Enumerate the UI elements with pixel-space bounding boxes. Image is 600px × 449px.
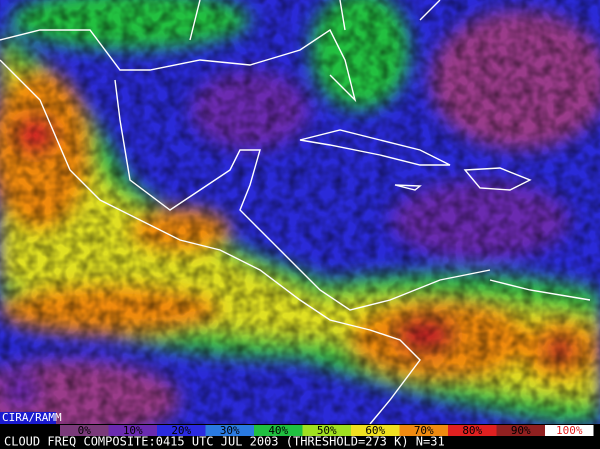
legend-label: 100% [556, 424, 583, 437]
legend-label: 20% [171, 424, 191, 437]
imagery [0, 0, 600, 440]
coastlines [0, 0, 591, 425]
legend-label: 50% [317, 424, 337, 437]
credit: CIRA/RAMM [2, 411, 62, 424]
legend-swatch [157, 425, 206, 436]
legend-swatch [205, 425, 254, 436]
legend-swatch [545, 425, 594, 436]
legend-label: 80% [462, 424, 482, 437]
legend-swatch [496, 425, 545, 436]
legend-label: 30% [220, 424, 240, 437]
caption: CLOUD FREQ COMPOSITE:0415 UTC JUL 2003 (… [4, 435, 445, 449]
legend: 0% 10% 20% 30% 40% 50% 60% 70% 80% 90% 100% [60, 424, 594, 437]
legend-swatch [108, 425, 157, 436]
legend-label: 10% [123, 424, 143, 437]
legend-swatch [254, 425, 303, 436]
legend-label: 40% [268, 424, 288, 437]
legend-label: 60% [365, 424, 385, 437]
legend-swatch [302, 425, 351, 436]
legend-label: 90% [511, 424, 531, 437]
legend-swatch [399, 425, 448, 436]
legend-swatch [60, 425, 109, 436]
legend-swatch [351, 425, 400, 436]
legend-label: 70% [414, 424, 434, 437]
legend-label: 0% [78, 424, 92, 437]
credit-box [0, 412, 56, 424]
legend-swatch [448, 425, 497, 436]
